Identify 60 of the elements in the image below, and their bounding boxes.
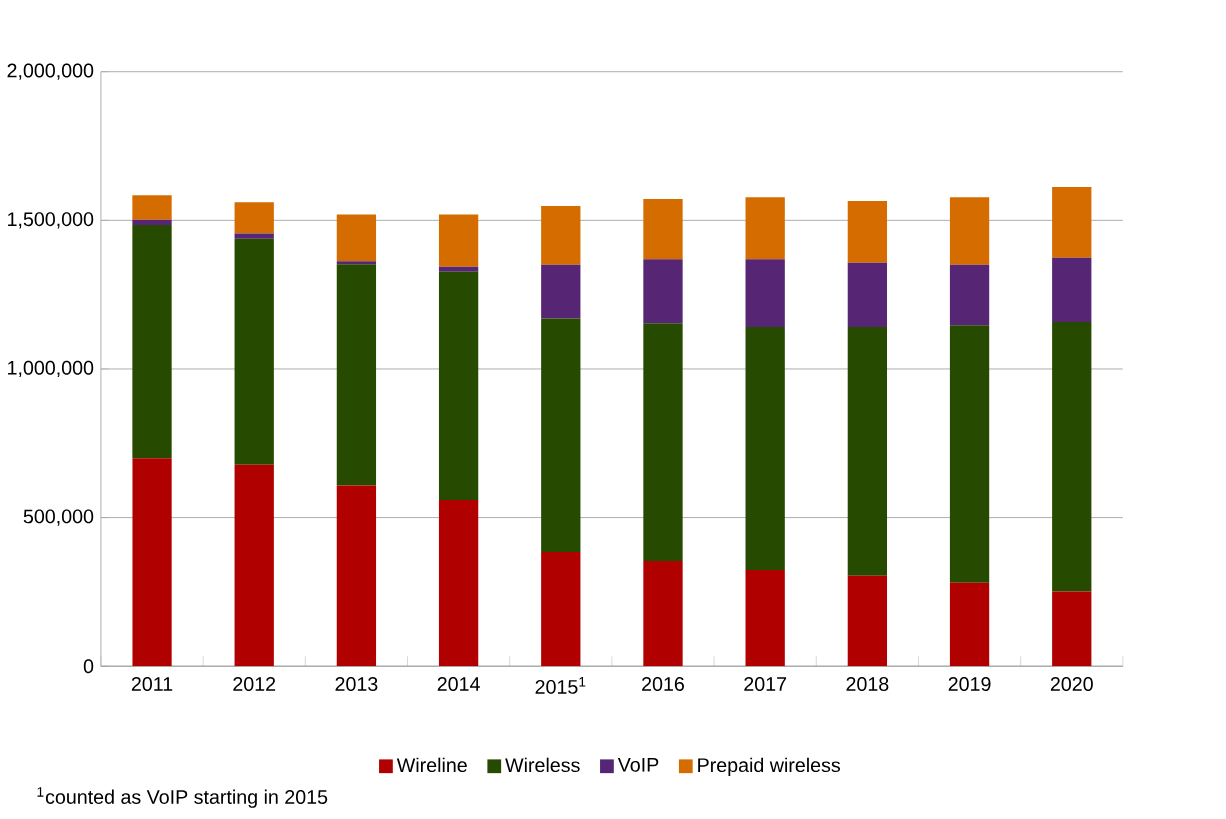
y-tick-label: 2,000,000 <box>7 63 94 81</box>
bar <box>745 197 785 260</box>
bar <box>336 214 377 262</box>
bar <box>1052 258 1092 323</box>
y-tick-label: 500,000 <box>23 509 94 526</box>
bar <box>541 264 581 319</box>
bar <box>541 318 581 553</box>
y-tick-label: 1,000,000 <box>8 361 94 378</box>
bar <box>1052 322 1092 592</box>
x-tick-label: 2019 <box>948 677 991 692</box>
legend-label: VoIP <box>617 758 659 772</box>
bar <box>643 259 683 324</box>
bar <box>949 264 990 326</box>
bar <box>541 552 581 667</box>
bar <box>643 199 683 260</box>
bar <box>336 485 377 667</box>
bar <box>438 266 479 273</box>
bar <box>1052 591 1092 667</box>
legend-label: Wireline <box>396 757 467 773</box>
bar <box>234 239 274 465</box>
bar <box>132 225 172 459</box>
bar <box>745 570 785 667</box>
bar <box>132 219 172 226</box>
bar <box>745 259 785 328</box>
bar <box>643 561 683 667</box>
bar <box>847 263 888 328</box>
bar <box>1052 187 1092 259</box>
bar <box>336 264 377 486</box>
bar <box>336 261 377 265</box>
bar <box>949 325 990 583</box>
x-tick-label: 2016 <box>642 677 684 692</box>
x-tick-label: 2018 <box>846 677 889 692</box>
bar <box>949 197 990 265</box>
x-tick-label: 2013 <box>335 677 378 692</box>
bar <box>132 458 172 667</box>
bar <box>438 214 479 267</box>
bar <box>234 233 274 240</box>
bar <box>745 327 785 571</box>
bar <box>438 500 479 667</box>
bar <box>847 201 888 264</box>
bar <box>541 206 581 265</box>
text: $^{1}$counted as VoIP starting in 2015 <box>37 787 328 809</box>
y-tick-label: 0 <box>83 659 94 674</box>
bar <box>234 464 274 667</box>
bar <box>949 582 990 667</box>
x-tick-label: 2012 <box>233 677 276 692</box>
x-tick-label: 2017 <box>744 677 787 692</box>
bar <box>847 576 888 667</box>
x-tick-label: 2015$^{1}$ <box>535 677 586 695</box>
x-tick-label: 2011 <box>131 677 173 692</box>
x-tick-label: 2014 <box>437 677 480 692</box>
bar <box>132 195 172 220</box>
bar <box>643 323 683 562</box>
legend-label: Wireless <box>505 757 580 773</box>
x-tick-label: 2020 <box>1050 677 1093 692</box>
bar <box>234 202 274 234</box>
bar <box>847 327 888 577</box>
y-tick-label: 1,500,000 <box>8 212 94 229</box>
bar <box>438 272 479 501</box>
legend-label: Prepaid wireless <box>698 757 841 777</box>
